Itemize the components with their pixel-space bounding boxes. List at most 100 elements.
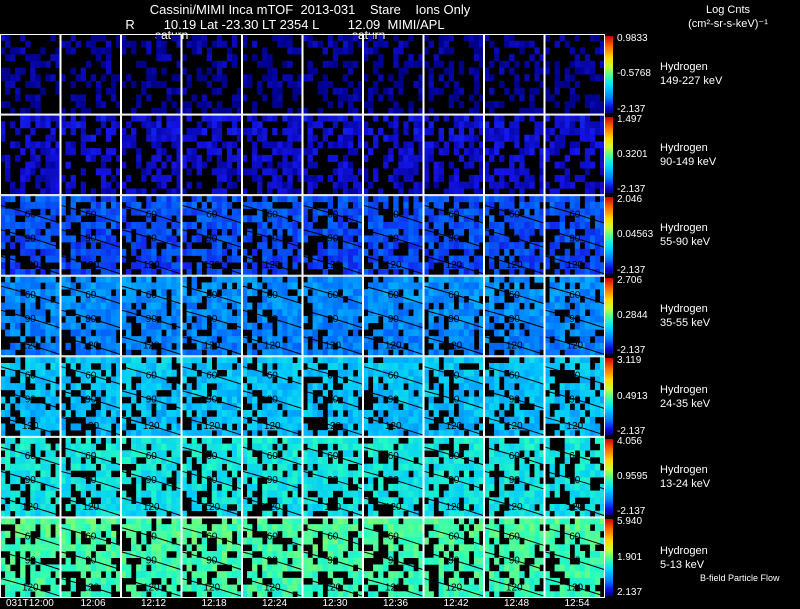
contour-label: 120 (445, 341, 462, 352)
heatmap-cell (473, 47, 480, 55)
heatmap-cell (201, 410, 208, 418)
heatmap-cell (413, 134, 419, 142)
heatmap-cell (70, 175, 76, 183)
heatmap-cell (494, 423, 500, 431)
heatmap-cell (337, 295, 344, 303)
heatmap-cell (257, 60, 263, 68)
heatmap-cell (398, 181, 404, 189)
heatmap-cell (564, 269, 571, 277)
heatmap-cell (363, 141, 369, 149)
heatmap-cell (95, 208, 102, 216)
heatmap-cell (448, 128, 455, 136)
heatmap-cell (15, 403, 21, 411)
heatmap-cell (342, 309, 349, 317)
heatmap-cell (252, 175, 258, 183)
heatmap-cell (393, 121, 399, 129)
heatmap-cell (383, 201, 389, 209)
heatmap-cell (45, 416, 51, 424)
pitch-angle-contour (181, 228, 243, 248)
heatmap-cell (297, 309, 303, 317)
pitch-angle-contour (0, 390, 61, 410)
heatmap-cell (186, 101, 192, 109)
heatmap-cell (509, 154, 515, 162)
heatmap-cell (584, 208, 591, 216)
heatmap-cell (569, 60, 576, 68)
contour-label: 120 (203, 421, 220, 432)
panel-border (363, 275, 424, 357)
heatmap-cell (105, 396, 112, 404)
heatmap-cell (25, 363, 31, 371)
heatmap-cell (544, 148, 550, 156)
heatmap-cell (594, 141, 601, 149)
heatmap-cell (453, 289, 460, 297)
heatmap-cell (95, 81, 102, 89)
heatmap-cell (35, 483, 41, 491)
heatmap-cell (307, 222, 313, 230)
heatmap-cell (141, 228, 147, 236)
heatmap-cell (136, 235, 142, 243)
heatmap-cell (398, 161, 404, 169)
heatmap-cell (115, 450, 122, 458)
heatmap-cell (126, 295, 132, 303)
heatmap-cell (105, 302, 112, 310)
heatmap-cell (45, 289, 51, 297)
heatmap-cell (110, 416, 117, 424)
heatmap-cell (25, 141, 31, 149)
heatmap-cell (35, 336, 41, 344)
heatmap-cell (277, 181, 283, 189)
heatmap-cell (226, 309, 233, 317)
heatmap-cell (45, 228, 51, 236)
heatmap-cell (423, 175, 429, 183)
heatmap-cell (161, 410, 167, 418)
heatmap-cell (252, 369, 258, 377)
heatmap-cell (141, 188, 147, 196)
heatmap-cell (302, 342, 308, 350)
heatmap-cell (302, 148, 308, 156)
heatmap-cell (297, 215, 303, 223)
heatmap-cell (126, 430, 132, 438)
heatmap-cell (60, 121, 66, 129)
heatmap-cell (413, 188, 419, 196)
heatmap-cell (408, 316, 414, 324)
heatmap-cell (292, 403, 298, 411)
heatmap-cell (433, 215, 439, 223)
heatmap-cell (236, 87, 243, 95)
contour-label: 120 (445, 260, 462, 271)
heatmap-cell (272, 369, 278, 377)
contour-label: 120 (506, 260, 523, 271)
heatmap-cell (438, 87, 444, 95)
heatmap-cell (90, 383, 97, 391)
heatmap-cell (242, 295, 248, 303)
heatmap-cell (176, 329, 182, 337)
heatmap-cell (35, 222, 41, 230)
heatmap-cell (221, 215, 228, 223)
heatmap-cell (95, 450, 102, 458)
heatmap-cell (388, 410, 394, 418)
heatmap-cell (519, 47, 525, 55)
heatmap-cell (40, 168, 46, 176)
heatmap-cell (221, 336, 228, 344)
pitch-angle-contour (0, 285, 61, 305)
heatmap-cell (418, 282, 424, 290)
heatmap-cell (347, 275, 354, 283)
heatmap-cell (95, 54, 102, 62)
heatmap-cell (5, 403, 11, 411)
heatmap-cell (247, 389, 253, 397)
heatmap-cell (25, 54, 31, 62)
heatmap-cell (494, 269, 500, 277)
heatmap-cell (186, 248, 192, 256)
heatmap-cell (529, 248, 535, 256)
heatmap-cell (478, 188, 485, 196)
heatmap-cell (327, 302, 334, 310)
heatmap-cell (10, 289, 16, 297)
heatmap-cell (105, 289, 112, 297)
heatmap-cell (443, 376, 450, 384)
heatmap-cell (201, 94, 208, 102)
heatmap-cell (75, 242, 81, 250)
heatmap-cell (478, 269, 485, 277)
heatmap-cell (161, 262, 167, 270)
heatmap-cell (524, 410, 530, 418)
heatmap-cell (443, 275, 450, 283)
heatmap-cell (574, 94, 581, 102)
heatmap-cell (231, 121, 238, 129)
